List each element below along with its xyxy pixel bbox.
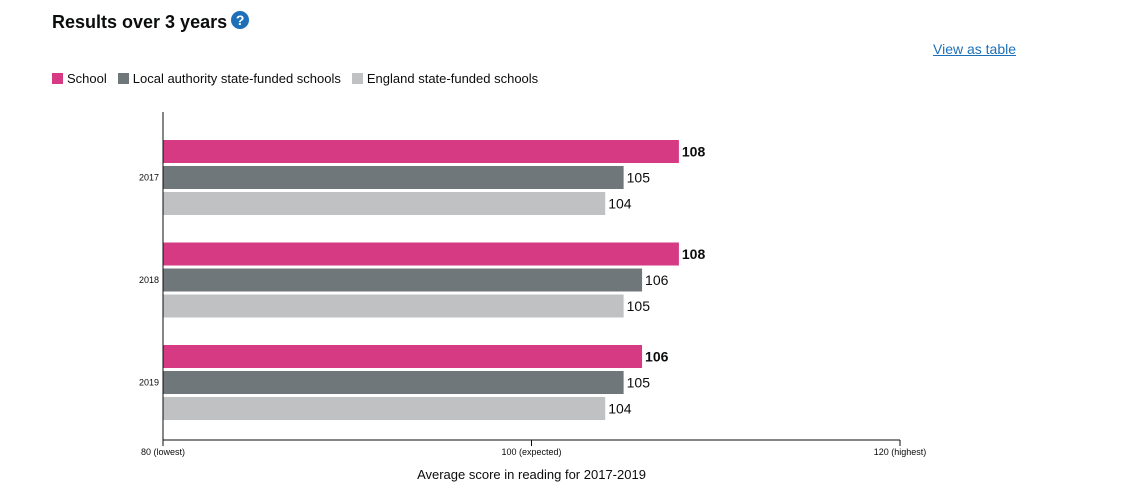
legend-item-school: School (52, 71, 107, 86)
bar-england-2017 (163, 192, 606, 215)
bar-school-2019 (163, 345, 643, 368)
bar-england-2019 (163, 397, 606, 420)
x-axis-title: Average score in reading for 2017-2019 (417, 467, 646, 482)
category-label-2017: 2017 (139, 173, 159, 183)
value-label-local-authority-2017: 105 (627, 170, 651, 186)
bar-england-2018 (163, 294, 624, 318)
category-label-2018: 2018 (139, 275, 159, 285)
question-mark-icon[interactable]: ? (231, 10, 250, 29)
value-label-school-2019: 106 (645, 349, 669, 365)
title-row: Results over 3 years ? (52, 10, 250, 33)
bar-school-2018 (163, 242, 679, 266)
legend-item-local-authority: Local authority state-funded schools (117, 71, 341, 86)
value-label-school-2017: 108 (682, 144, 706, 160)
value-label-england-2017: 104 (608, 196, 632, 212)
x-tick-label-100: 100 (expected) (501, 447, 561, 457)
category-label-2019: 2019 (139, 378, 159, 388)
legend-swatch-england (351, 73, 363, 84)
bar-school-2017 (163, 140, 679, 163)
chart-legend: School Local authority state-funded scho… (52, 71, 549, 86)
legend-swatch-local-authority (117, 73, 129, 84)
value-label-local-authority-2019: 105 (627, 375, 651, 391)
bar-local-authority-2017 (163, 166, 624, 189)
legend-label-local-authority: Local authority state-funded schools (132, 71, 341, 86)
bar-local-authority-2018 (163, 268, 643, 292)
legend-label-england: England state-funded schools (366, 71, 539, 86)
legend-item-england: England state-funded schools (351, 71, 539, 86)
view-as-table-link[interactable]: View as table (933, 41, 1017, 57)
bar-local-authority-2019 (163, 371, 624, 394)
legend-swatch-school (52, 73, 63, 84)
page-title: Results over 3 years (52, 12, 228, 32)
legend-label-school: School (67, 71, 107, 86)
value-label-england-2018: 105 (627, 298, 651, 314)
x-tick-label-80: 80 (lowest) (141, 447, 185, 457)
value-label-local-authority-2018: 106 (645, 272, 669, 288)
x-tick-label-120: 120 (highest) (874, 447, 927, 457)
value-label-england-2019: 104 (608, 401, 632, 417)
value-label-school-2018: 108 (682, 246, 706, 262)
